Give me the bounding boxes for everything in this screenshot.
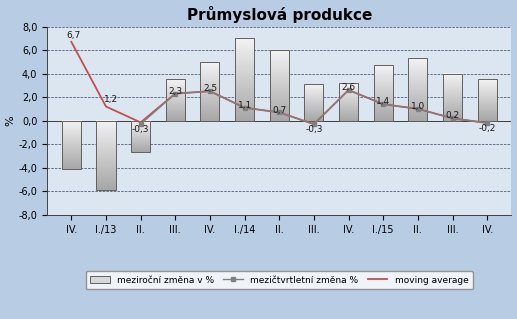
Text: 1,2: 1,2 (104, 95, 118, 104)
Text: 2,5: 2,5 (203, 84, 217, 93)
Text: 2,3: 2,3 (168, 87, 183, 96)
Text: 1,1: 1,1 (237, 101, 252, 110)
Text: 0,7: 0,7 (272, 106, 286, 115)
Bar (305, 84, 324, 121)
Bar (166, 79, 185, 121)
Bar (97, 121, 115, 190)
Bar (235, 38, 254, 121)
Bar (62, 121, 81, 169)
Title: Průmyslová produkce: Průmyslová produkce (187, 5, 372, 23)
Bar (374, 65, 393, 121)
Bar (443, 74, 462, 121)
Text: 2,6: 2,6 (342, 83, 356, 92)
Y-axis label: %: % (6, 115, 16, 126)
Text: 6,7: 6,7 (66, 31, 80, 40)
Bar (408, 58, 428, 121)
Bar (270, 50, 289, 121)
Text: -0,2: -0,2 (479, 124, 496, 133)
Text: -0,3: -0,3 (132, 125, 149, 134)
Text: 0,2: 0,2 (446, 111, 460, 121)
Legend: meziroční změna v %, mezičtvrtletní změna %, moving average: meziroční změna v %, mezičtvrtletní změn… (86, 271, 473, 289)
Bar (201, 62, 220, 121)
Bar (131, 121, 150, 152)
Bar (339, 83, 358, 121)
Text: 1,4: 1,4 (376, 97, 390, 106)
Text: 1,0: 1,0 (410, 102, 425, 111)
Bar (478, 79, 497, 121)
Text: -0,3: -0,3 (305, 125, 323, 134)
